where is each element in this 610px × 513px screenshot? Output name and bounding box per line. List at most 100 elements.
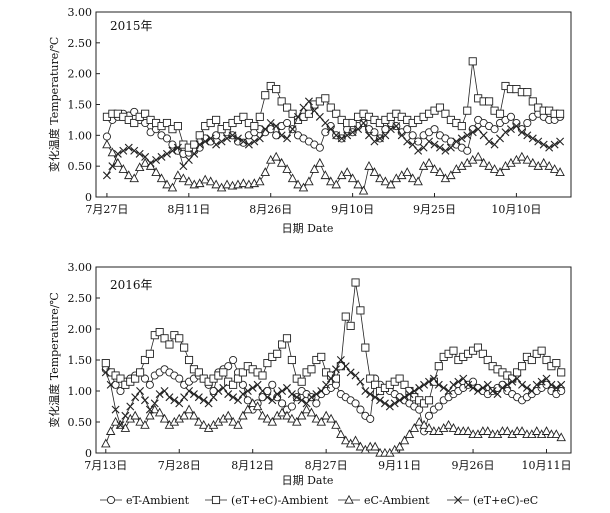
data-point: [131, 393, 140, 402]
data-point: [151, 167, 161, 176]
series-(eT+eC)-eC: [102, 97, 565, 180]
data-point: [276, 157, 287, 167]
data-point: [331, 419, 341, 429]
data-point: [439, 383, 448, 392]
data-point: [140, 396, 149, 405]
data-point: [277, 131, 286, 140]
data-point: [441, 146, 450, 155]
data-point: [424, 396, 434, 405]
data-point: [317, 387, 326, 395]
x-axis-title: 日期 Date: [282, 222, 334, 235]
data-point: [173, 122, 182, 131]
data-point: [528, 157, 538, 167]
data-point: [283, 103, 292, 112]
data-point: [168, 146, 177, 155]
data-point: [441, 109, 450, 118]
data-point: [369, 167, 380, 176]
data-point: [173, 143, 182, 152]
data-point: [326, 176, 336, 186]
data-point: [485, 137, 494, 146]
data-point: [551, 429, 562, 439]
data-point: [370, 128, 379, 137]
x-tick-label: 8月26日: [249, 203, 292, 216]
data-point: [414, 146, 423, 155]
data-point: [506, 112, 515, 121]
data-point: [400, 393, 409, 402]
data-point: [321, 410, 331, 420]
data-point: [170, 396, 179, 405]
x-tick-label: 7月13日: [84, 459, 127, 472]
x-tick-label: 10月11日: [522, 459, 572, 472]
data-point: [380, 399, 389, 408]
data-point: [283, 134, 292, 143]
data-point: [517, 128, 526, 137]
data-point: [464, 380, 473, 389]
data-point: [322, 380, 331, 389]
data-point: [307, 393, 316, 402]
data-point: [287, 355, 296, 365]
legend-marker: [344, 494, 354, 504]
data-point: [162, 179, 172, 189]
data-point: [541, 426, 552, 435]
x-tick-label: 10月10日: [491, 203, 541, 216]
data-point: [420, 380, 429, 389]
data-point: [446, 170, 456, 180]
data-point: [204, 399, 213, 408]
data-point: [331, 374, 340, 383]
data-point: [429, 374, 438, 383]
data-point: [205, 176, 216, 186]
data-point: [150, 399, 159, 408]
y-axis-title: 变化温度 Temperature/℃: [47, 292, 61, 428]
data-point: [267, 416, 278, 426]
data-point: [489, 164, 500, 173]
data-point: [528, 97, 537, 106]
y-tick-label: 1.50: [68, 354, 93, 367]
data-point: [141, 109, 150, 118]
data-point: [224, 390, 233, 399]
data-point: [395, 374, 404, 383]
data-point: [351, 371, 360, 380]
data-point: [482, 426, 493, 435]
data-point: [321, 128, 330, 137]
data-point: [337, 134, 346, 143]
data-point: [556, 137, 565, 146]
data-point: [395, 396, 404, 405]
data-point: [278, 387, 287, 395]
data-point: [434, 402, 443, 411]
data-point: [542, 380, 551, 389]
data-point: [184, 176, 194, 186]
data-point: [347, 173, 358, 183]
data-point: [175, 334, 184, 343]
data-point: [331, 365, 340, 374]
x-tick-label: 9月11日: [378, 459, 421, 472]
data-point: [154, 407, 165, 417]
data-point: [258, 393, 267, 402]
data-point: [145, 405, 154, 414]
data-point: [243, 396, 252, 405]
data-point: [523, 131, 532, 140]
data-point: [102, 171, 111, 180]
data-point: [124, 170, 134, 180]
data-point: [537, 377, 546, 386]
data-point: [282, 410, 292, 420]
data-point: [468, 57, 477, 66]
data-point: [327, 374, 336, 383]
data-point: [278, 399, 287, 408]
data-point: [312, 390, 321, 399]
data-point: [312, 399, 321, 408]
data-point: [315, 157, 325, 167]
data-point: [233, 134, 242, 143]
data-point: [198, 419, 209, 429]
legend-item: eT-Ambient: [100, 494, 190, 507]
data-point: [336, 429, 346, 439]
data-point: [160, 387, 169, 395]
data-point: [217, 137, 226, 146]
legend-label: (eT+eC)-eC: [473, 494, 538, 507]
data-point: [195, 140, 204, 149]
data-point: [506, 125, 515, 134]
data-point: [238, 178, 249, 188]
data-point: [531, 426, 542, 435]
data-point: [501, 128, 510, 137]
data-point: [124, 143, 133, 152]
data-point: [495, 109, 505, 118]
